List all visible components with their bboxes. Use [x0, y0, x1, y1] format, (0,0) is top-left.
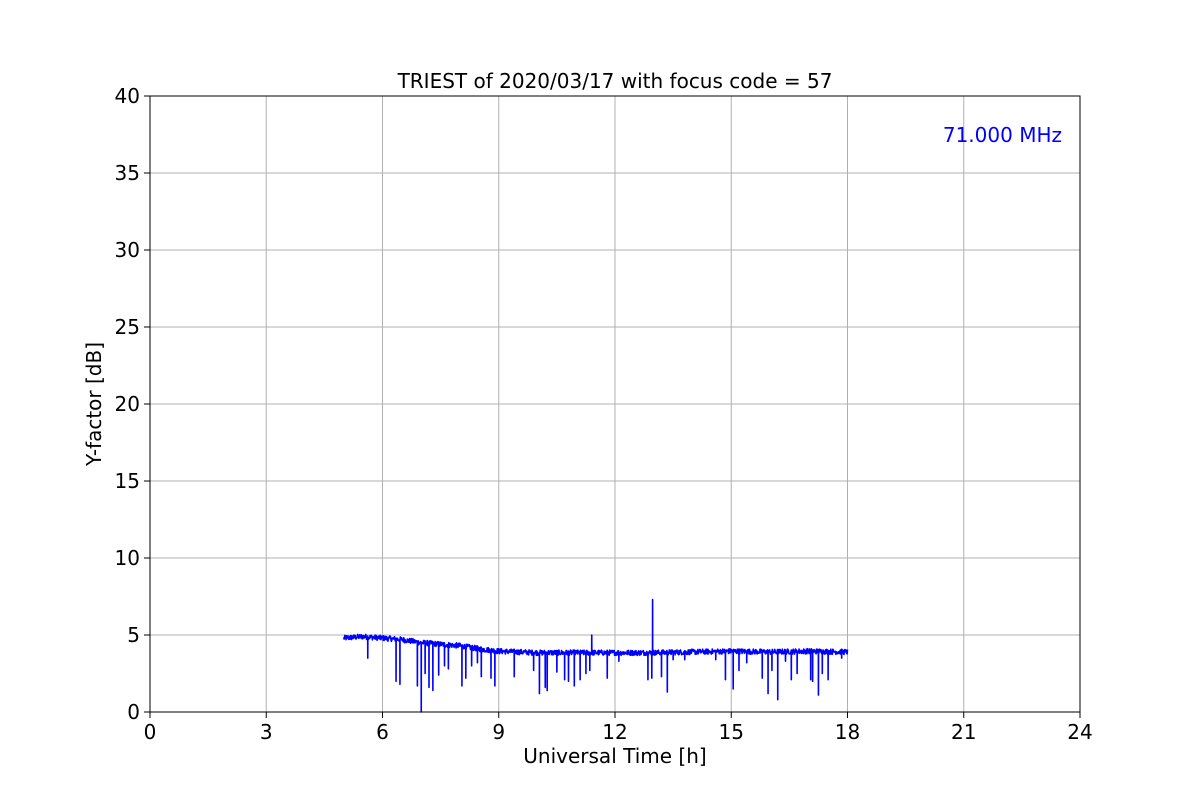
y-tick-label: 40 [115, 84, 140, 108]
x-tick-label: 3 [260, 720, 273, 744]
frequency-annotation: 71.000 MHz [943, 123, 1062, 147]
y-tick-label: 10 [115, 546, 140, 570]
y-tick-label: 15 [115, 469, 140, 493]
x-axis-label: Universal Time [h] [523, 744, 706, 768]
y-tick-label: 0 [127, 700, 140, 724]
series-line [342, 598, 849, 713]
chart-title: TRIEST of 2020/03/17 with focus code = 5… [397, 69, 833, 93]
series-layer [342, 598, 849, 713]
x-tick-label: 18 [835, 720, 860, 744]
y-tick-label: 35 [115, 161, 140, 185]
y-axis-label: Y-factor [dB] [82, 342, 106, 467]
y-tick-label: 20 [115, 392, 140, 416]
x-tick-label: 21 [951, 720, 976, 744]
x-tick-label: 9 [492, 720, 505, 744]
x-tick-label: 24 [1067, 720, 1092, 744]
grid [149, 95, 1081, 713]
x-tick-label: 15 [719, 720, 744, 744]
y-tick-label: 30 [115, 238, 140, 262]
y-tick-label: 5 [127, 623, 140, 647]
x-tick-label: 6 [376, 720, 389, 744]
x-tick-label: 0 [144, 720, 157, 744]
y-tick-label: 25 [115, 315, 140, 339]
x-tick-label: 12 [602, 720, 627, 744]
ticks: 0 3 6 9 12 15 18 21 24 0 5 10 15 20 25 30 35 40 [115, 84, 1093, 744]
